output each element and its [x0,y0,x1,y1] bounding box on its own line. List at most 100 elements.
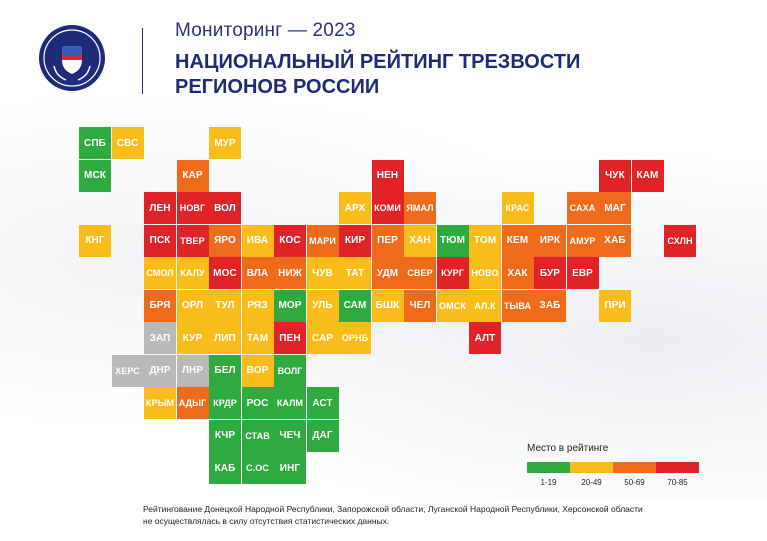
legend-label: 1-19 [540,478,557,487]
legend-swatch [656,462,699,473]
region-tile: АРХ [339,192,371,224]
region-tile: ЧЕЧ [274,419,306,452]
region-tile: ВОЛ [209,192,241,224]
region-tile: ВОР [241,354,274,387]
region-tile: КОС [274,224,306,257]
region-tile: ЗАП [144,322,176,354]
region-tile: ПЕН [274,322,306,354]
legend-label: 50-69 [624,478,645,487]
region-tile: НИЖ [274,257,306,289]
region-tile: ХАБ [599,224,631,257]
region-tile: ХАК [501,257,534,289]
region-tile: ИНГ [274,452,306,484]
region-tile: ПСК [144,224,176,257]
region-tile: ТВЕР [176,224,209,257]
region-tile: ОРЛ [176,289,209,322]
region-tile: ХЕРС [111,354,144,387]
legend-title: Место в рейтинге [527,443,609,454]
region-tile: СМОЛ [144,257,176,289]
region-tile: КАМ [631,159,664,192]
region-tile: АЛ.К [469,289,501,322]
region-tile: БЕЛ [209,354,241,387]
region-tile: КИР [339,224,371,257]
region-tile: ЧУК [599,159,631,192]
logo [38,24,106,92]
footnote: Рейтингование Донецкой Народной Республи… [143,503,663,527]
legend-label: 20-49 [581,478,602,487]
region-tile: ОМСК [436,289,469,322]
title-line-2: РЕГИОНОВ РОССИИ [175,76,380,98]
region-tile: АМУР [566,224,599,257]
region-tile: ЯМАЛ [404,192,436,224]
region-tile: ЯРО [209,224,241,257]
region-tile: ХАН [404,224,436,257]
region-tile: ЕВР [566,257,599,289]
region-tile: НОВГ [176,192,209,224]
legend-swatch [570,462,613,473]
region-tile: КАБ [209,452,241,484]
region-tile: КРДР [209,387,241,419]
region-tile: МОР [274,289,306,322]
region-tile: НОВО [469,257,501,289]
region-tile: ТАТ [339,257,371,289]
region-tile: АСТ [306,387,339,419]
region-tile: ЛНР [176,354,209,387]
region-tile: ЗАБ [534,289,566,322]
region-tile: ЧУВ [306,257,339,289]
region-tile: КУР [176,322,209,354]
region-tile: КРЫМ [144,387,176,419]
region-tile: САМ [339,289,371,322]
region-tile: СХЛН [664,224,696,257]
legend-swatch [527,462,570,473]
region-tile: БШК [371,289,404,322]
region-tile: С.ОС [241,452,274,484]
region-tile: УЛЬ [306,289,339,322]
region-tile: КАЛУ [176,257,209,289]
region-tile: ИРК [534,224,566,257]
region-tile: ТАМ [241,322,274,354]
title-line-1: НАЦИОНАЛЬНЫЙ РЕЙТИНГ ТРЕЗВОСТИ [175,51,581,73]
region-tile: ЧЕЛ [404,289,436,322]
region-tile: КОМИ [371,192,404,224]
region-tile: ВОЛГ [274,354,306,387]
region-tile: КРАС [501,192,534,224]
region-tile: БРЯ [144,289,176,322]
page-subtitle: Мониторинг — 2023 [175,20,356,41]
region-tile: ВЛА [241,257,274,289]
region-tile: КЕМ [501,224,534,257]
region-tile: МОС [209,257,241,289]
region-tile: ОРНБ [339,322,371,354]
region-tile: АДЫГ [176,387,209,419]
region-tile: ЛЕН [144,192,176,224]
region-tile: ИВА [241,224,274,257]
region-tile: КУРГ [436,257,469,289]
region-tile: СВС [111,127,144,159]
region-tile: САР [306,322,339,354]
page-title: НАЦИОНАЛЬНЫЙ РЕЙТИНГ ТРЕЗВОСТИ РЕГИОНОВ … [175,50,580,100]
region-tile: ТЫВА [501,289,534,322]
footnote-line-1: Рейтингование Донецкой Народной Республи… [143,504,643,514]
region-tile: РОС [241,387,274,419]
region-tile: КАР [176,159,209,192]
region-tile: УДМ [371,257,404,289]
region-tile: МАРИ [306,224,339,257]
region-tile: ДНР [144,354,176,387]
region-tile: КЧР [209,419,241,452]
region-tile: МАГ [599,192,631,224]
legend-label: 70-85 [667,478,688,487]
region-tile: СТАВ [241,419,274,452]
logo-emblem-icon [39,25,105,91]
region-tile: ТОМ [469,224,501,257]
region-tile: МСК [79,159,111,192]
region-tile: РЯЗ [241,289,274,322]
region-tile: ТУЛ [209,289,241,322]
region-tile: ДАГ [306,419,339,452]
region-tile: БУР [534,257,566,289]
region-tile: ЛИП [209,322,241,354]
footnote-line-2: не осуществлялась в силу отсутствия стат… [143,516,390,526]
region-tile: СВЕР [404,257,436,289]
region-tile: АЛТ [469,322,501,354]
region-tile: КНГ [79,224,111,257]
region-tile: ТЮМ [436,224,469,257]
region-tile: ПРИ [599,289,631,322]
